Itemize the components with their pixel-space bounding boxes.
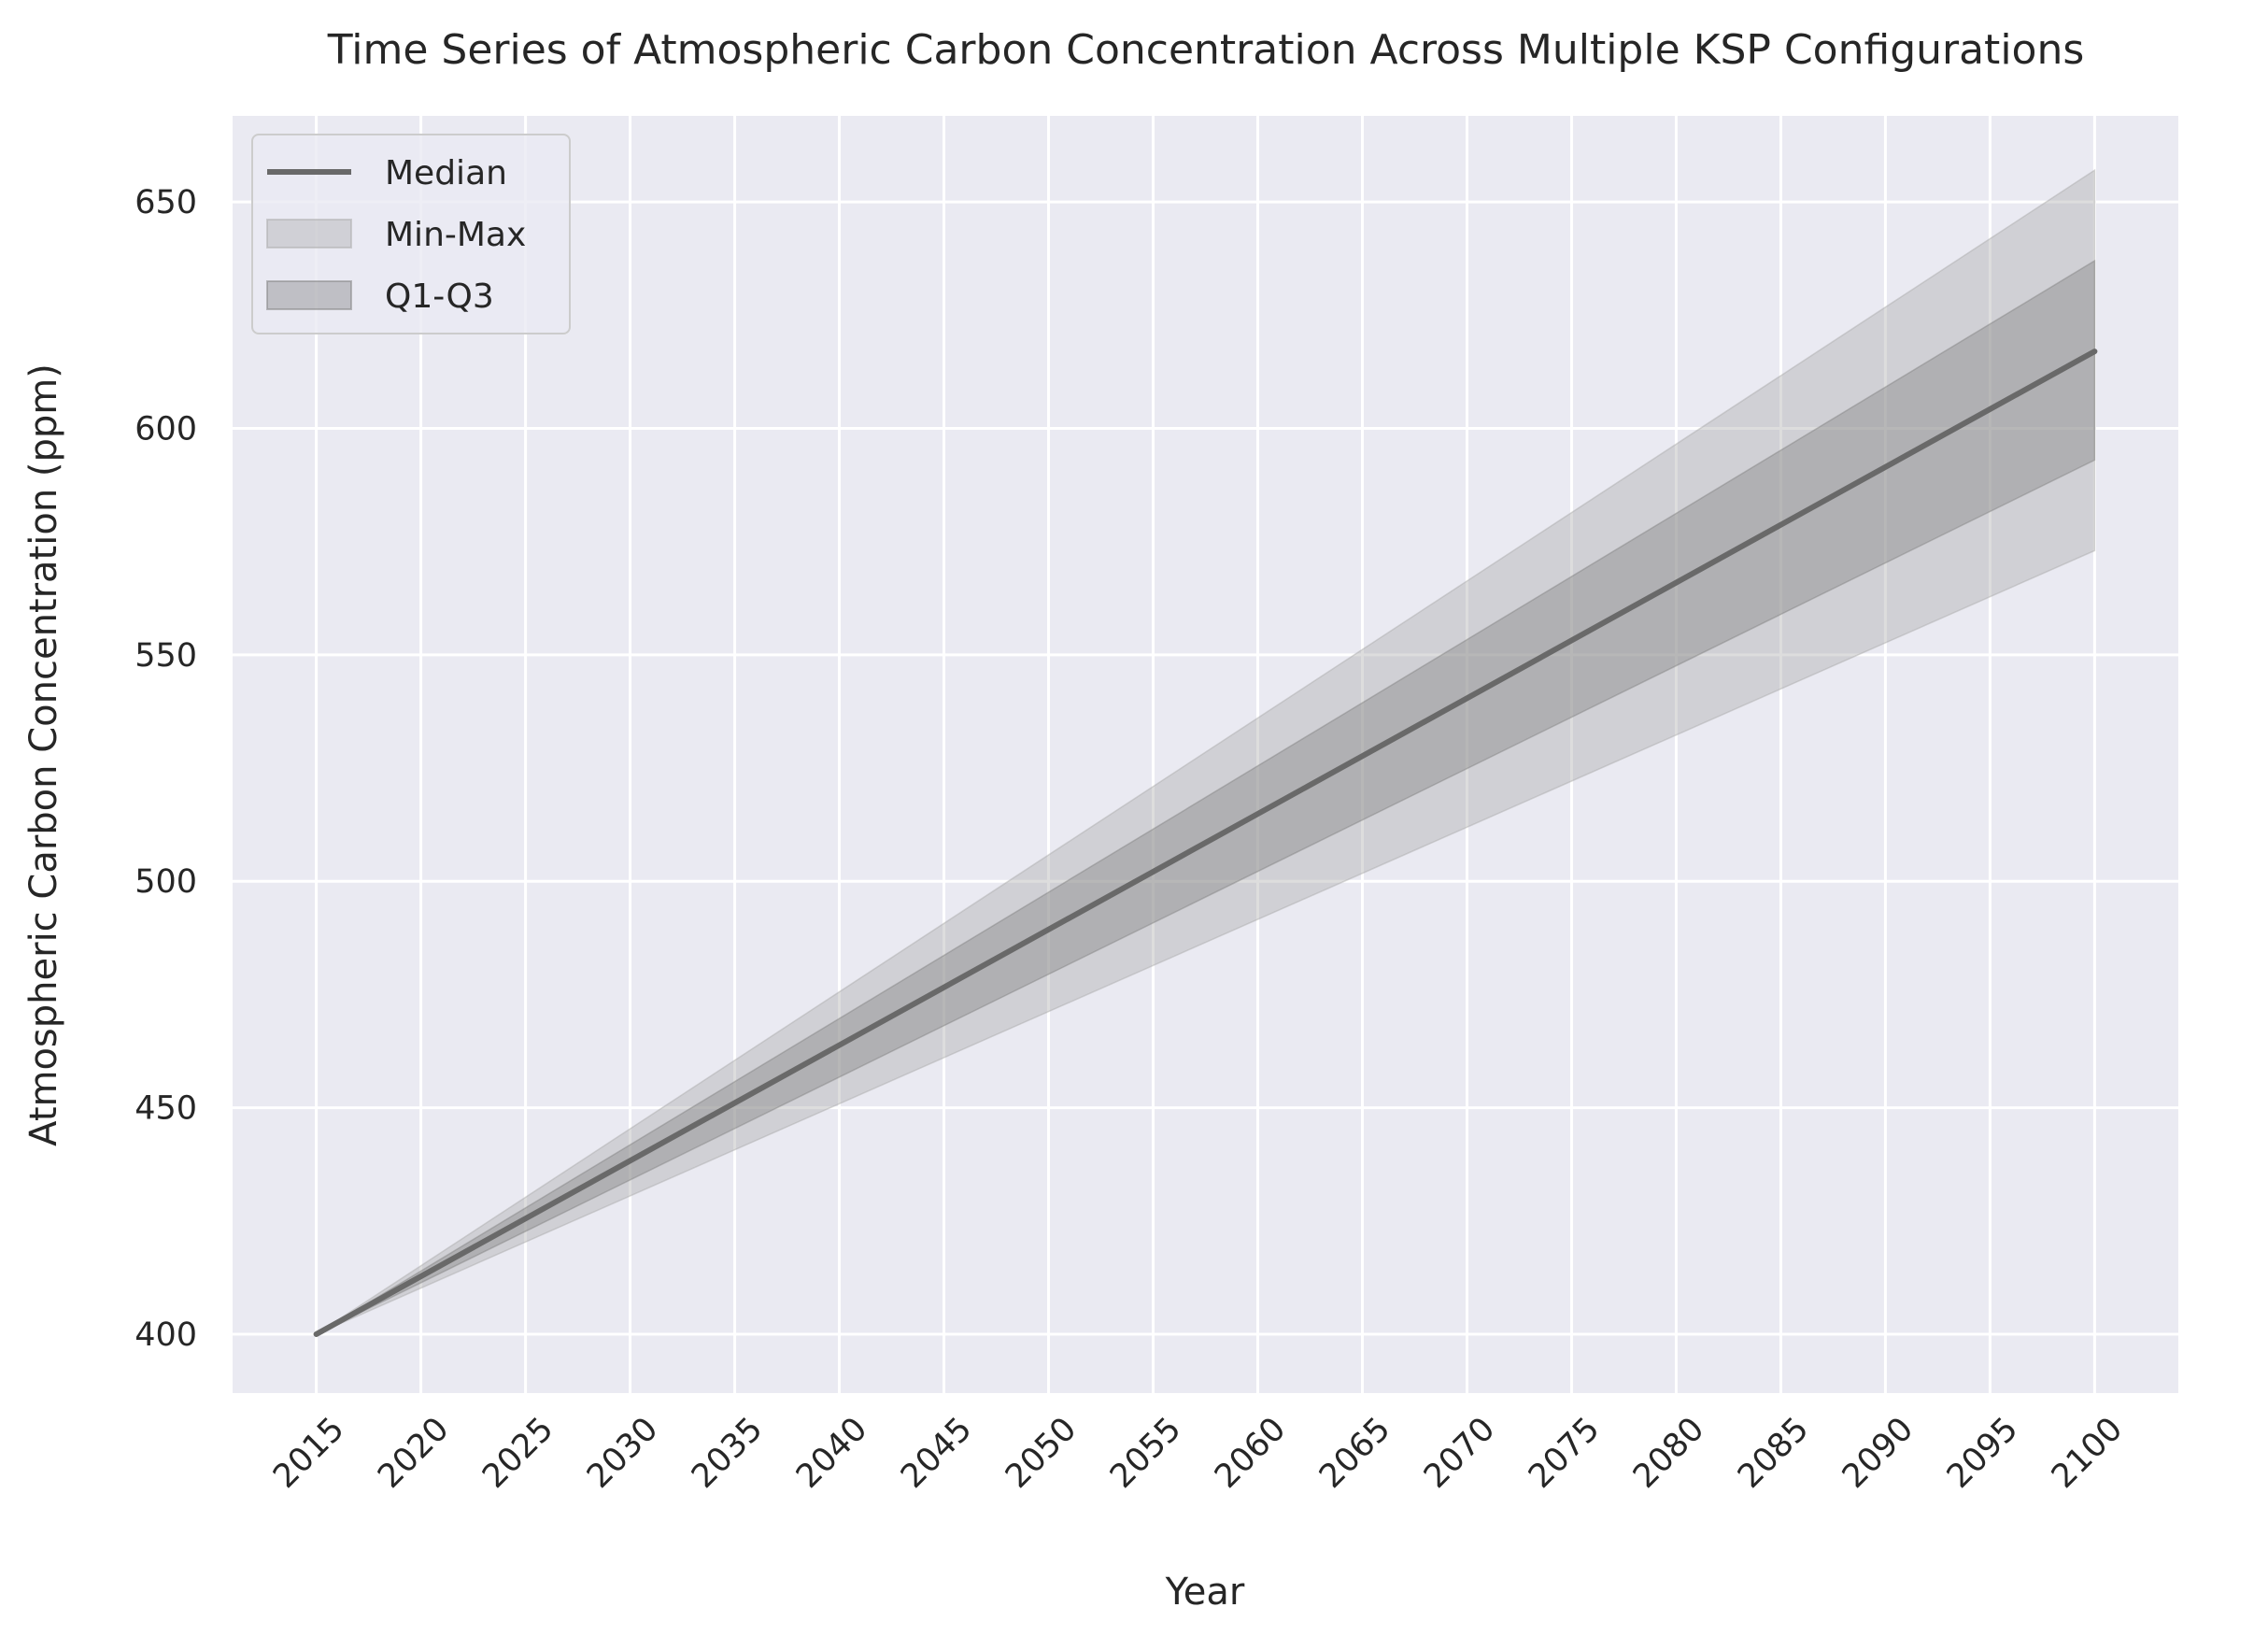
legend-frame (251, 134, 571, 334)
x-tick-label: 2025 (475, 1411, 560, 1496)
y-tick-label: 400 (135, 1316, 197, 1354)
x-tick-label: 2080 (1626, 1411, 1711, 1496)
x-tick-label: 2050 (999, 1411, 1084, 1496)
x-tick-label: 2085 (1731, 1411, 1816, 1496)
x-tick-label: 2030 (580, 1411, 665, 1496)
bands (316, 168, 2096, 1335)
legend: Median Min-Max Q1-Q3 (251, 134, 571, 334)
x-tick-label: 2100 (2045, 1411, 2130, 1496)
y-tick-label: 450 (135, 1090, 197, 1128)
x-tick-label: 2015 (266, 1411, 351, 1496)
legend-label: Min-Max (385, 216, 526, 254)
y-tick-label: 500 (135, 863, 197, 901)
lines (313, 349, 2098, 1337)
x-tick-label: 2075 (1522, 1411, 1607, 1496)
x-tick-label: 2035 (685, 1411, 770, 1496)
x-tick-label: 2020 (371, 1411, 456, 1496)
y-tick-label: 650 (135, 184, 197, 221)
x-tick-label: 2065 (1312, 1411, 1397, 1496)
x-tick-label: 2090 (1836, 1411, 1921, 1496)
x-tick-label: 2060 (1208, 1411, 1293, 1496)
x-tick-label: 2055 (1103, 1411, 1188, 1496)
chart-title: Time Series of Atmospheric Carbon Concen… (327, 26, 2085, 74)
y-tick-labels: 400 450 500 550 600 650 (135, 184, 197, 1354)
legend-swatch (266, 280, 352, 310)
x-tick-labels: 2015 2020 2025 2030 2035 2040 2045 2050 2055 2060… (266, 1411, 2130, 1496)
x-tick-label: 2095 (1940, 1411, 2025, 1496)
legend-swatch (266, 219, 352, 249)
x-tick-label: 2070 (1417, 1411, 1502, 1496)
band-min-max (316, 168, 2096, 1335)
x-tick-label: 2040 (789, 1411, 874, 1496)
x-axis-label: Year (1165, 1571, 1245, 1614)
legend-label: Median (385, 154, 507, 192)
legend-label: Q1-Q3 (385, 277, 494, 316)
series-line-median (313, 349, 2098, 1337)
y-tick-label: 600 (135, 410, 197, 448)
x-tick-label: 2045 (894, 1411, 979, 1496)
y-tick-label: 550 (135, 637, 197, 675)
band-q1-q3 (316, 259, 2096, 1335)
y-axis-label: Atmospheric Carbon Concentration (ppm) (22, 363, 65, 1146)
